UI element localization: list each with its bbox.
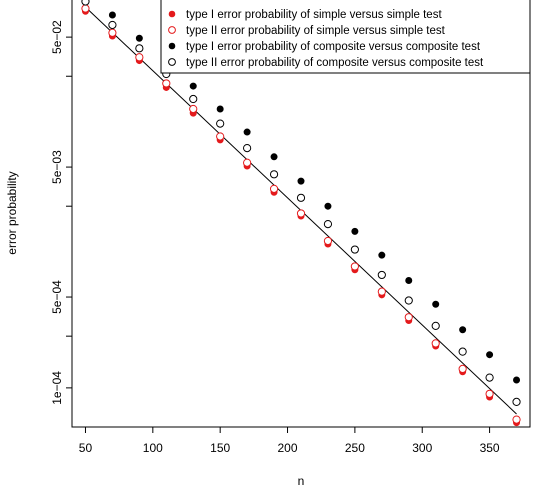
x-tick-label: 350 <box>480 441 500 455</box>
y-tick-label: 1e−04 <box>50 371 64 405</box>
data-point <box>135 44 144 53</box>
x-axis: 50 100 150 200 250 300 350 <box>79 427 500 455</box>
legend-label: type II error probability of composite v… <box>186 57 484 69</box>
series-2 <box>81 4 521 424</box>
data-point <box>269 184 279 193</box>
data-point <box>162 79 171 88</box>
legend-marker <box>168 58 176 66</box>
data-point <box>216 119 225 128</box>
legend-label: type II error probability of simple vers… <box>186 25 446 37</box>
data-point <box>216 132 225 141</box>
y-axis-title: error probability <box>5 171 19 254</box>
data-point <box>459 326 467 334</box>
legend-marker <box>168 10 176 18</box>
legend-marker <box>168 26 176 34</box>
x-tick-label: 250 <box>345 441 365 455</box>
data-point <box>189 104 198 114</box>
y-axis: 1e−04 5e−04 5e−03 5e−02 <box>50 20 72 405</box>
data-point <box>404 296 413 305</box>
data-point <box>431 321 440 330</box>
data-point <box>377 270 386 280</box>
data-point <box>431 339 440 348</box>
data-point <box>108 11 116 19</box>
data-point <box>485 373 494 382</box>
x-tick-label: 150 <box>210 441 230 455</box>
data-point <box>513 376 521 384</box>
data-point <box>323 220 333 229</box>
x-tick-label: 200 <box>278 441 298 455</box>
legend: type I error probability of simple versu… <box>160 0 531 74</box>
data-point <box>243 158 252 167</box>
data-point <box>135 53 144 62</box>
data-point <box>108 28 117 37</box>
data-point <box>486 351 494 359</box>
data-point <box>269 170 279 179</box>
data-point <box>432 300 440 308</box>
legend-label: type I error probability of simple versu… <box>186 9 442 21</box>
data-point <box>81 4 90 13</box>
data-point <box>323 236 333 246</box>
y-tick-label: 5e−03 <box>50 150 64 184</box>
data-point <box>350 262 359 271</box>
data-point <box>458 364 467 373</box>
x-tick-label: 50 <box>79 441 93 455</box>
data-point <box>512 397 521 407</box>
data-point <box>135 34 143 42</box>
data-point <box>404 313 413 322</box>
data-point <box>189 94 198 104</box>
data-point <box>405 277 413 285</box>
data-point <box>377 287 386 296</box>
legend-box <box>160 0 531 74</box>
y-tick-label: 5e−04 <box>50 280 64 314</box>
data-point <box>350 245 359 254</box>
series-3 <box>108 11 521 384</box>
data-point <box>216 105 224 113</box>
data-point <box>243 128 251 136</box>
plot-frame <box>71 0 531 428</box>
data-point <box>243 143 252 153</box>
data-point <box>512 415 521 424</box>
x-axis-title: n <box>298 474 305 488</box>
data-point <box>351 227 359 235</box>
legend-marker <box>168 42 176 50</box>
data-point <box>485 389 494 398</box>
data-point <box>108 20 117 30</box>
legend-label: type I error probability of composite ve… <box>186 41 481 53</box>
data-point <box>324 202 332 210</box>
data-point <box>189 82 197 90</box>
data-point <box>458 347 467 356</box>
series-layer <box>81 0 521 427</box>
data-point <box>297 177 305 185</box>
data-point <box>270 153 278 161</box>
data-point <box>81 0 90 6</box>
x-tick-label: 100 <box>143 441 163 455</box>
y-tick-label: 5e−02 <box>50 20 64 54</box>
data-point <box>378 251 386 259</box>
data-point <box>296 193 306 202</box>
x-tick-label: 300 <box>412 441 432 455</box>
data-point <box>296 209 306 218</box>
